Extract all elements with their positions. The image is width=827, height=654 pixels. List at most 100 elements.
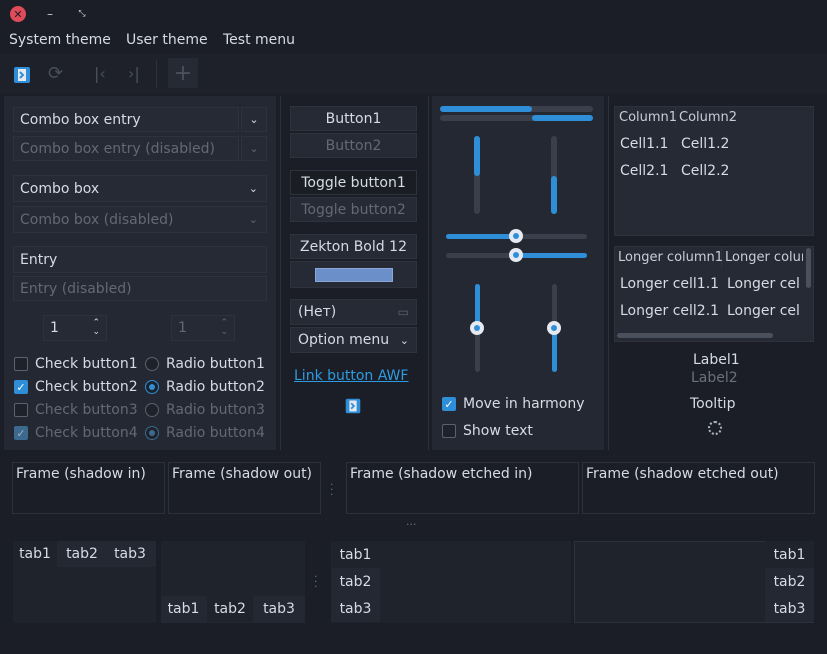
first-page-icon[interactable]: |‹ bbox=[94, 64, 106, 83]
check-button-1[interactable]: Check button1 bbox=[14, 354, 138, 374]
tab-tab1[interactable]: tab1 bbox=[167, 601, 200, 617]
frame-label: Frame (shadow etched in) bbox=[350, 466, 533, 482]
tree2-cell[interactable]: Longer cel bbox=[727, 303, 800, 319]
checkbox-checked[interactable]: ✓ bbox=[14, 380, 28, 394]
button-2: Button2 bbox=[290, 133, 417, 158]
button-1[interactable]: Button1 bbox=[290, 106, 417, 131]
file-chooser-button[interactable]: (Нет) ▭ bbox=[290, 299, 417, 325]
vslider-a-knob[interactable] bbox=[470, 321, 484, 335]
separator bbox=[280, 96, 281, 450]
tree2-header-col1[interactable]: Longer column1 bbox=[618, 250, 724, 265]
frame-shadow-out: Frame (shadow out) bbox=[168, 462, 321, 514]
tab-tab2[interactable]: tab2 bbox=[331, 568, 380, 595]
add-icon[interactable]: + bbox=[168, 58, 198, 88]
menu-test[interactable]: Test menu bbox=[223, 32, 296, 48]
checkbox[interactable] bbox=[442, 424, 456, 438]
entry-field[interactable]: Entry bbox=[13, 246, 267, 273]
radio-selected[interactable] bbox=[145, 380, 159, 394]
close-button[interactable]: ✕ bbox=[10, 6, 26, 22]
tree2-header-col2[interactable]: Longer colur bbox=[725, 250, 803, 265]
pane-handle-icon[interactable]: ··· bbox=[406, 518, 417, 531]
combo-entry-disabled: Combo box entry (disabled) bbox=[13, 136, 239, 161]
tab-tab1[interactable]: tab1 bbox=[331, 541, 380, 568]
app-icon-small bbox=[343, 396, 363, 416]
tab-tab1[interactable]: tab1 bbox=[13, 541, 57, 567]
frame-label: Frame (shadow out) bbox=[172, 466, 313, 482]
tree2-vscrollbar[interactable] bbox=[806, 248, 811, 288]
label-1: Label1 bbox=[693, 352, 740, 368]
check-button-2[interactable]: ✓ Check button2 bbox=[14, 377, 138, 397]
hslider-b-knob[interactable] bbox=[509, 248, 523, 262]
app-icon[interactable] bbox=[11, 64, 33, 86]
radio-button-2[interactable]: Radio button2 bbox=[145, 377, 265, 397]
link-button[interactable]: Link button AWF bbox=[294, 368, 409, 384]
toolbar-separator bbox=[156, 60, 157, 88]
spin-button-a[interactable]: 1 ⌃ ⌄ bbox=[43, 315, 107, 341]
vslider-b-knob[interactable] bbox=[547, 321, 561, 335]
tab-tab2[interactable]: tab2 bbox=[66, 546, 98, 562]
tab-tab3[interactable]: tab3 bbox=[114, 546, 146, 562]
tab-tab3[interactable]: tab3 bbox=[263, 601, 295, 617]
tree1-cell[interactable]: Cell1.2 bbox=[681, 136, 730, 152]
minimize-button[interactable]: – bbox=[47, 7, 53, 21]
hslider-a-knob[interactable] bbox=[509, 229, 523, 243]
combo-entry-arrow[interactable]: ⌄ bbox=[241, 107, 267, 132]
color-button[interactable] bbox=[290, 261, 417, 288]
spin-button-b: 1 ⌃ ⌄ bbox=[171, 315, 235, 341]
checkbox-checked[interactable]: ✓ bbox=[442, 397, 456, 411]
show-text-check[interactable]: Show text bbox=[442, 421, 533, 441]
tree1-header-col2[interactable]: Column2 bbox=[679, 110, 738, 125]
font-button[interactable]: Zekton Bold 12 bbox=[290, 234, 417, 259]
tab-tab1[interactable]: tab1 bbox=[765, 541, 814, 568]
menu-system-theme[interactable]: System theme bbox=[9, 32, 111, 48]
tree2-cell[interactable]: Longer cell1.1 bbox=[620, 276, 720, 292]
tooltip-label[interactable]: Tooltip bbox=[690, 396, 736, 412]
option-menu[interactable]: Option menu ⌄ bbox=[290, 327, 417, 353]
combo-box[interactable]: Combo box ⌄ bbox=[13, 175, 267, 202]
combo-entry-disabled-arrow: ⌄ bbox=[241, 136, 267, 161]
vscale-progress-b bbox=[551, 136, 557, 214]
tab-tab2[interactable]: tab2 bbox=[207, 596, 253, 622]
refresh-icon[interactable]: ⟳ bbox=[48, 63, 64, 84]
radio-button-1[interactable]: Radio button1 bbox=[145, 354, 265, 374]
vscale-progress-a-fill bbox=[474, 136, 480, 176]
tab-tab3[interactable]: tab3 bbox=[765, 595, 814, 622]
move-in-harmony-check[interactable]: ✓ Move in harmony bbox=[442, 394, 585, 414]
chevron-down-icon: ⌄ bbox=[399, 333, 409, 347]
pane-handle-icon[interactable]: ··· bbox=[314, 570, 318, 593]
maximize-button[interactable]: ⤡ bbox=[78, 9, 86, 19]
notebook-top-page bbox=[13, 567, 156, 623]
checkbox[interactable] bbox=[14, 357, 28, 371]
tree2-hscrollbar[interactable] bbox=[617, 333, 773, 338]
tab-tab3[interactable]: tab3 bbox=[331, 595, 380, 622]
vscale-progress-b-fill bbox=[551, 176, 557, 214]
radio-selected bbox=[145, 426, 159, 440]
tree2-cell[interactable]: Longer cell2.1 bbox=[620, 303, 720, 319]
tree2-header-sep bbox=[721, 247, 722, 269]
radio-button-3: Radio button3 bbox=[145, 400, 265, 420]
notebook-bottom-page bbox=[161, 541, 305, 596]
hslider-b-fill bbox=[516, 253, 587, 258]
tree-view-2[interactable] bbox=[614, 246, 814, 342]
chevron-down-icon: ⌄ bbox=[249, 142, 259, 155]
last-page-icon[interactable]: ›| bbox=[128, 64, 140, 83]
toggle-button-1[interactable]: Toggle button1 bbox=[290, 170, 417, 195]
pane-handle-icon[interactable]: ··· bbox=[330, 478, 334, 501]
menu-user-theme[interactable]: User theme bbox=[126, 32, 208, 48]
combo-entry[interactable]: Combo box entry bbox=[13, 107, 239, 132]
tree1-header-col1[interactable]: Column1 bbox=[619, 110, 678, 125]
radio[interactable] bbox=[145, 357, 159, 371]
tree2-cell[interactable]: Longer cel bbox=[727, 276, 800, 292]
tree1-cell[interactable]: Cell2.2 bbox=[681, 163, 730, 179]
frame-shadow-etched-in: Frame (shadow etched in) bbox=[346, 462, 579, 514]
spin-arrows-icon[interactable]: ⌃ ⌄ bbox=[92, 318, 100, 337]
chevron-down-icon: ⌄ bbox=[248, 182, 258, 195]
tree-view-1[interactable] bbox=[614, 106, 814, 236]
tree1-cell[interactable]: Cell1.1 bbox=[620, 136, 669, 152]
menu-bar: System theme User theme Test menu bbox=[0, 30, 827, 52]
folder-icon: ▭ bbox=[397, 305, 409, 319]
toolbar: ⟳ |‹ ›| + bbox=[0, 54, 827, 94]
tab-tab2[interactable]: tab2 bbox=[765, 568, 814, 595]
tree1-cell[interactable]: Cell2.1 bbox=[620, 163, 669, 179]
vslider-a-fill bbox=[475, 284, 480, 328]
